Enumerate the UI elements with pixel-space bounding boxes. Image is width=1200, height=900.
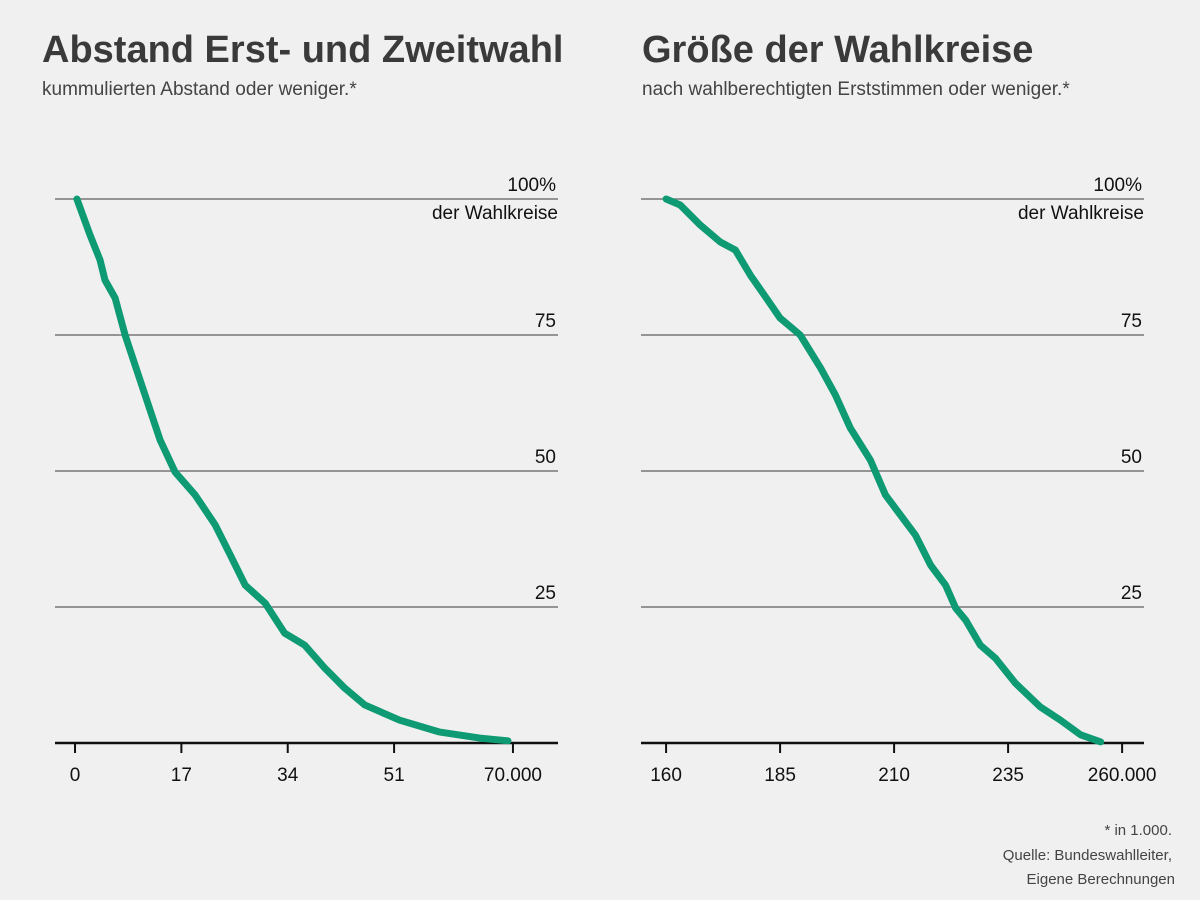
chart-title: Größe der Wahlkreise bbox=[642, 29, 1033, 71]
y-tick-label: 100% bbox=[1093, 175, 1142, 196]
chart-subtitle: nach wahlberechtigten Erststimmen oder w… bbox=[642, 79, 1070, 100]
x-tick-label: 260.000 bbox=[1088, 765, 1157, 786]
y-tick-label: 25 bbox=[535, 583, 556, 604]
y-axis-label: der Wahlkreise bbox=[432, 203, 558, 224]
y-tick-label: 100% bbox=[507, 175, 556, 196]
x-tick-label: 160 bbox=[650, 765, 682, 786]
y-tick-label: 75 bbox=[1121, 311, 1142, 332]
source: Eigene Berechnungen bbox=[1027, 871, 1175, 888]
x-tick-label: 210 bbox=[878, 765, 910, 786]
x-tick-label: 51 bbox=[384, 765, 405, 786]
x-tick-label: 185 bbox=[764, 765, 796, 786]
y-tick-label: 50 bbox=[1121, 447, 1142, 468]
y-tick-label: 25 bbox=[1121, 583, 1142, 604]
y-axis-label: der Wahlkreise bbox=[1018, 203, 1144, 224]
y-tick-label: 50 bbox=[535, 447, 556, 468]
data-line bbox=[73, 195, 512, 745]
x-tick-label: 17 bbox=[171, 765, 192, 786]
chart-subtitle: kummulierten Abstand oder weniger.* bbox=[42, 79, 357, 100]
y-tick-label: 75 bbox=[535, 311, 556, 332]
x-tick-label: 34 bbox=[277, 765, 299, 786]
data-line bbox=[662, 195, 1105, 746]
x-tick-label: 235 bbox=[992, 765, 1024, 786]
chart-title: Abstand Erst- und Zweitwahl bbox=[42, 29, 563, 71]
source: Quelle: Bundeswahlleiter, bbox=[1003, 847, 1172, 864]
x-tick-label: 70.000 bbox=[484, 765, 542, 786]
footnote: * in 1.000. bbox=[1104, 822, 1172, 839]
x-tick-label: 0 bbox=[70, 765, 81, 786]
